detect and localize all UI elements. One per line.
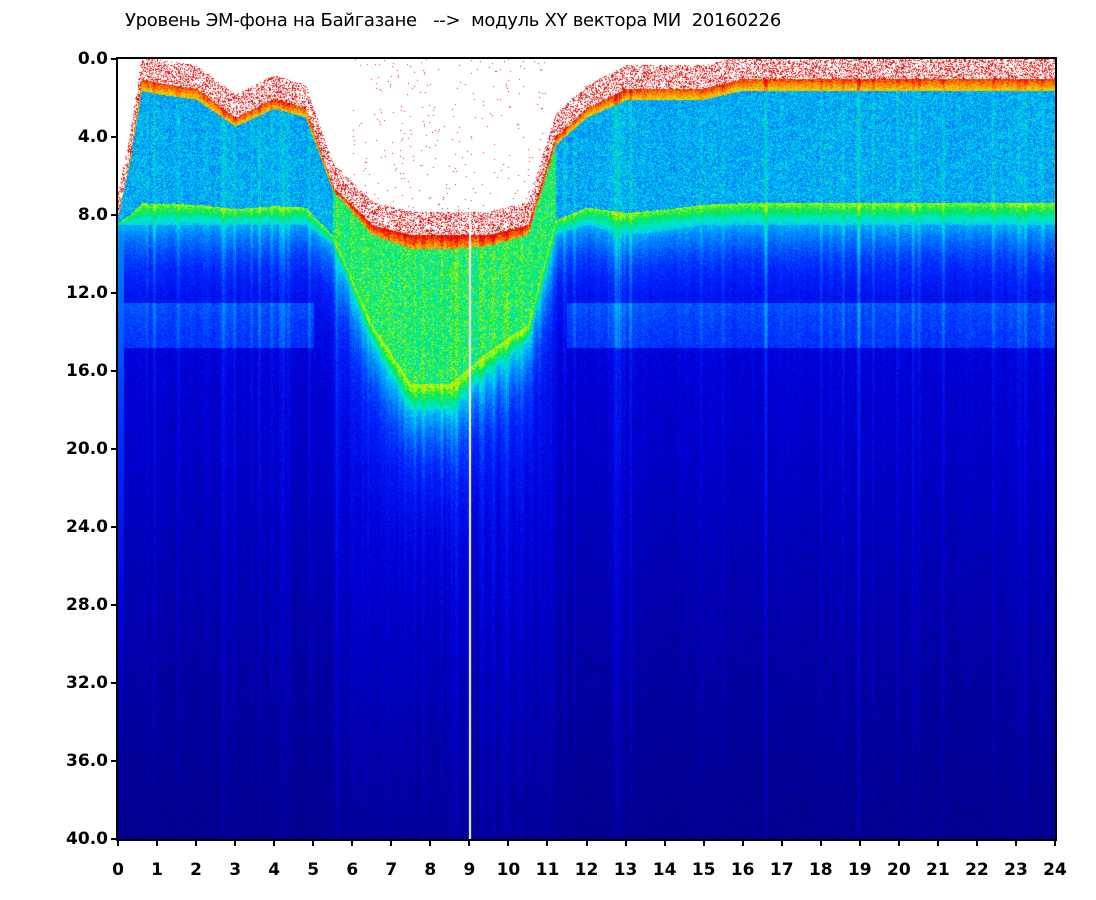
x-tick-mark <box>897 840 900 846</box>
x-tick-mark <box>546 840 549 846</box>
y-tick-mark <box>111 682 117 684</box>
x-tick-label: 19 <box>847 860 872 880</box>
y-tick-mark <box>111 838 117 840</box>
y-tick-mark <box>111 526 117 528</box>
x-tick-mark <box>663 840 666 846</box>
x-tick-mark <box>390 840 393 846</box>
x-tick-mark <box>1014 840 1017 846</box>
y-tick-label: 4.0 <box>77 127 108 147</box>
x-tick-mark <box>780 840 783 846</box>
x-tick-mark <box>234 840 237 846</box>
x-tick-mark <box>702 840 705 846</box>
x-tick-label: 22 <box>965 860 989 880</box>
x-tick-mark <box>585 840 588 846</box>
x-tick-mark <box>975 840 978 846</box>
x-tick-label: 11 <box>535 860 560 880</box>
x-tick-label: 13 <box>613 860 638 880</box>
x-tick-mark <box>819 840 822 846</box>
x-tick-label: 24 <box>1043 860 1067 880</box>
x-tick-label: 16 <box>730 860 755 880</box>
y-tick-label: 36.0 <box>66 751 108 771</box>
x-tick-label: 23 <box>1004 860 1028 880</box>
x-tick-mark <box>117 840 119 846</box>
x-tick-label: 10 <box>496 860 521 880</box>
x-tick-mark <box>741 840 744 846</box>
y-tick-label: 8.0 <box>77 205 108 225</box>
x-tick-mark <box>468 840 471 846</box>
x-tick-label: 18 <box>808 860 833 880</box>
y-tick-mark <box>111 214 117 216</box>
y-tick-label: 40.0 <box>66 829 108 849</box>
chart-title: Уровень ЭМ-фона на Байгазане --> модуль … <box>125 10 781 31</box>
y-tick-label: 20.0 <box>66 439 108 459</box>
x-tick-mark <box>429 840 432 846</box>
x-tick-label: 6 <box>346 860 359 880</box>
x-tick-label: 14 <box>652 860 677 880</box>
x-tick-label: 12 <box>574 860 599 880</box>
x-tick-label: 20 <box>886 860 911 880</box>
x-tick-label: 4 <box>268 860 281 880</box>
x-tick-mark <box>1054 840 1056 846</box>
x-tick-mark <box>312 840 315 846</box>
y-tick-label: 0.0 <box>77 49 108 69</box>
x-tick-mark <box>507 840 510 846</box>
x-tick-mark <box>156 840 159 846</box>
x-tick-label: 1 <box>151 860 163 880</box>
x-tick-label: 2 <box>190 860 202 880</box>
x-tick-label: 7 <box>385 860 398 880</box>
y-tick-mark <box>111 760 117 762</box>
x-tick-label: 5 <box>307 860 320 880</box>
x-tick-label: 17 <box>769 860 794 880</box>
x-tick-label: 0 <box>112 860 124 880</box>
y-tick-label: 32.0 <box>66 673 108 693</box>
y-tick-label: 12.0 <box>66 283 108 303</box>
y-tick-mark <box>111 58 117 60</box>
y-tick-mark <box>111 136 117 138</box>
x-tick-mark <box>624 840 627 846</box>
x-tick-label: 15 <box>691 860 716 880</box>
y-tick-label: 24.0 <box>66 517 108 537</box>
y-tick-mark <box>111 604 117 606</box>
x-tick-mark <box>351 840 354 846</box>
y-tick-mark <box>111 448 117 450</box>
y-tick-mark <box>111 292 117 294</box>
y-tick-label: 28.0 <box>66 595 108 615</box>
spectrogram-heatmap <box>118 59 1055 839</box>
x-tick-mark <box>858 840 861 846</box>
x-tick-label: 8 <box>424 860 437 880</box>
x-tick-label: 9 <box>463 860 476 880</box>
x-tick-mark <box>936 840 939 846</box>
y-tick-label: 16.0 <box>66 361 108 381</box>
x-tick-mark <box>273 840 276 846</box>
x-tick-mark <box>195 840 198 846</box>
x-tick-label: 21 <box>926 860 950 880</box>
y-tick-mark <box>111 370 117 372</box>
x-tick-label: 3 <box>229 860 242 880</box>
